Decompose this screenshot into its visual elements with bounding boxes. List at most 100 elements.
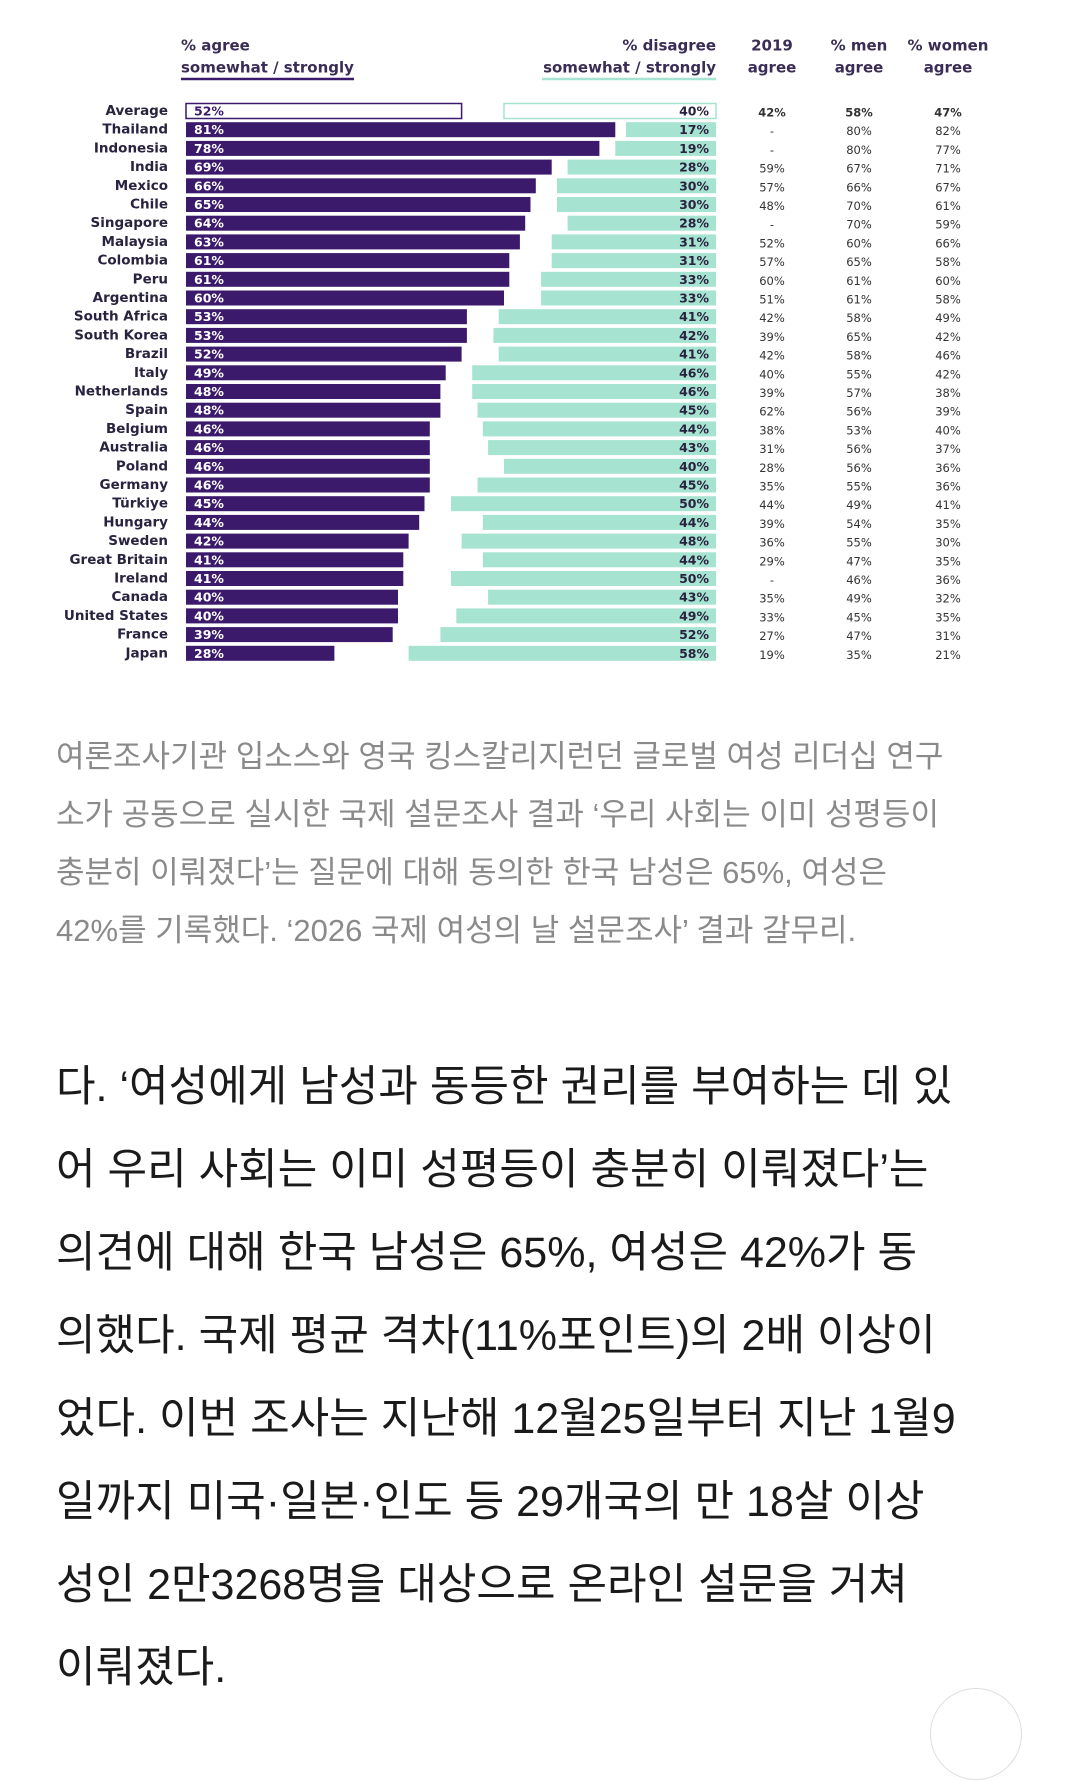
agree-value-label: 41% [194, 552, 224, 567]
table-value: 61% [846, 293, 872, 307]
disagree-bar [567, 159, 716, 175]
table-value: 37% [935, 442, 961, 456]
disagree-bar [498, 309, 716, 325]
table-value: 60% [759, 274, 785, 288]
agree-bar [186, 215, 526, 231]
table-value: 35% [935, 554, 961, 568]
agree-value-label: 46% [194, 421, 224, 436]
table-value: 46% [935, 349, 961, 363]
agree-bar [186, 253, 510, 269]
agree-value-label: 63% [194, 234, 224, 249]
table-value: 32% [935, 592, 961, 606]
category-label: Türkiye [112, 496, 168, 512]
agree-value-label: 61% [194, 272, 224, 287]
disagree-bar [472, 384, 716, 399]
disagree-value-label: 31% [679, 253, 709, 268]
category-label: Colombia [97, 253, 168, 269]
table-value: 36% [935, 461, 961, 475]
agree-bar [186, 384, 441, 399]
agree-value-label: 52% [194, 347, 224, 362]
category-label: Brazil [125, 346, 168, 362]
category-label: France [117, 627, 168, 643]
table-value: 49% [846, 592, 872, 606]
agree-bar [186, 496, 425, 512]
table-value: 35% [759, 592, 785, 606]
agree-value-label: 40% [194, 608, 224, 623]
category-label: India [130, 159, 168, 175]
column-header: agree [748, 59, 797, 77]
category-label: Germany [100, 477, 169, 493]
disagree-value-label: 44% [679, 552, 709, 567]
disagree-bar [488, 589, 716, 605]
caption-line: 충분히 이뤄졌다’는 질문에 대해 동의한 한국 남성은 65%, 여성은 [56, 855, 887, 890]
table-value: 35% [759, 480, 785, 494]
agree-value-label: 46% [194, 478, 224, 493]
disagree-bar [615, 140, 716, 156]
disagree-value-label: 49% [679, 608, 709, 623]
disagree-bar [567, 215, 716, 231]
disagree-value-label: 41% [679, 309, 709, 324]
agree-value-label: 42% [194, 534, 224, 549]
disagree-bar [451, 496, 716, 512]
disagree-bar [541, 290, 716, 306]
body-line: 어 우리 사회는 이미 성평등이 충분히 이뤄졌다’는 [56, 1146, 929, 1194]
category-label: Belgium [106, 421, 168, 437]
column-header: 2019 [751, 37, 793, 55]
agree-value-label: 46% [194, 459, 224, 474]
table-value: 61% [846, 274, 872, 288]
table-value: 58% [846, 311, 872, 325]
agree-value-label: 49% [194, 365, 224, 380]
category-label: Thailand [102, 122, 168, 138]
body-line: 의했다. 국제 평균 격차(11%포인트)의 2배 이상이 [56, 1312, 936, 1360]
table-value: 67% [935, 180, 961, 194]
caption-line: 소가 공동으로 실시한 국제 설문조사 결과 ‘우리 사회는 이미 성평등이 [56, 797, 939, 832]
table-value: 38% [935, 386, 961, 400]
disagree-value-label: 41% [679, 347, 709, 362]
agree-bar [186, 571, 404, 586]
disagree-bar [477, 402, 716, 418]
chart: % agree % disagree somewhat / strongly some… [64, 37, 989, 662]
table-value: 45% [846, 610, 872, 624]
scroll-button[interactable] [930, 1688, 1022, 1780]
category-label: South Africa [74, 309, 168, 325]
disagree-value-label: 30% [679, 178, 709, 193]
table-value: 39% [759, 330, 785, 344]
agree-value-label: 61% [194, 253, 224, 268]
agree-value-label: 65% [194, 197, 224, 212]
table-value: 56% [846, 461, 872, 475]
agree-header: somewhat / strongly [181, 59, 354, 77]
table-value: 47% [846, 629, 872, 643]
disagree-value-label: 44% [679, 421, 709, 436]
table-value: 40% [759, 367, 785, 381]
table-value: 58% [935, 255, 961, 269]
agree-bar [186, 552, 404, 568]
body-line: 다. ‘여성에게 남성과 동등한 권리를 부여하는 데 있 [56, 1063, 953, 1111]
disagree-value-label: 33% [679, 272, 709, 287]
agree-bar [186, 197, 531, 212]
table-value: 42% [758, 106, 786, 120]
agree-bar [186, 159, 552, 175]
table-value: 19% [759, 648, 785, 662]
agree-value-label: 39% [194, 627, 224, 642]
table-value: 65% [846, 255, 872, 269]
caption-line: 여론조사기관 입소스와 영국 킹스칼리지런던 글로벌 여성 리더십 연구 [56, 739, 944, 774]
disagree-value-label: 30% [679, 197, 709, 212]
table-value: 58% [846, 349, 872, 363]
agree-bar [186, 458, 430, 474]
column-header: % women [908, 37, 989, 55]
agree-value-label: 41% [194, 571, 224, 586]
category-label: Sweden [108, 533, 168, 549]
disagree-bar [504, 458, 716, 474]
agree-bar [186, 477, 430, 493]
body-line: 의견에 대해 한국 남성은 65%, 여성은 42%가 동 [56, 1229, 918, 1277]
table-value: - [770, 124, 774, 138]
disagree-bar [440, 627, 716, 643]
agree-bar [186, 421, 430, 437]
agree-value-label: 64% [194, 216, 224, 231]
disagree-value-label: 33% [679, 291, 709, 306]
table-value: 66% [846, 180, 872, 194]
table-value: 55% [846, 480, 872, 494]
agree-bar [185, 102, 463, 120]
